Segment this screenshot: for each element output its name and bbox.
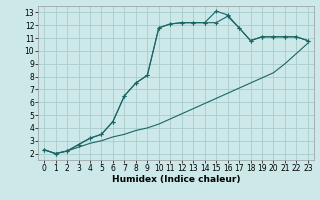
X-axis label: Humidex (Indice chaleur): Humidex (Indice chaleur) (112, 175, 240, 184)
